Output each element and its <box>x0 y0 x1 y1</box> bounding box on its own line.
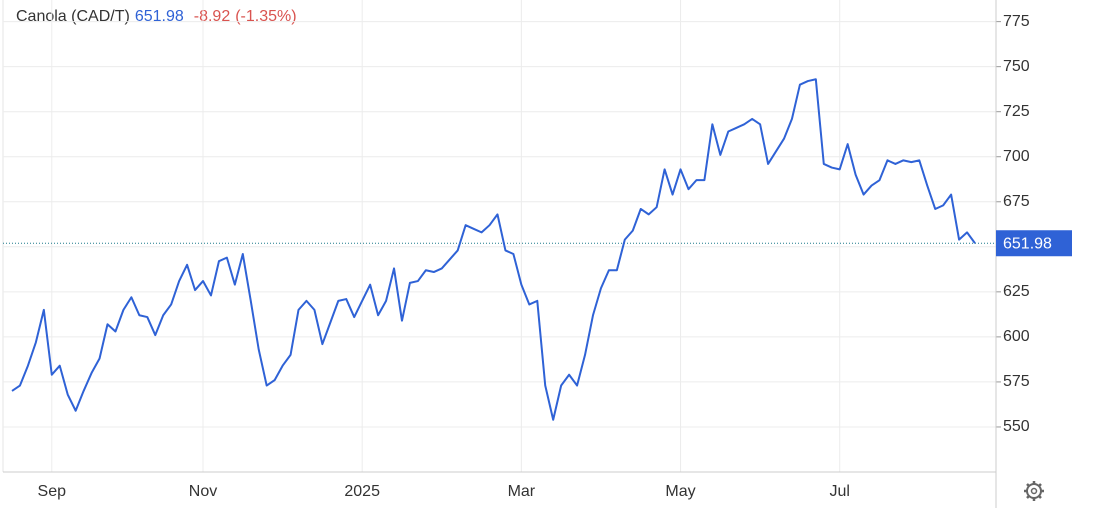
y-tick-label: 725 <box>1003 103 1030 120</box>
last-price: 651.98 <box>135 8 184 25</box>
last-price-label: 651.98 <box>1003 235 1052 252</box>
y-tick-label: 550 <box>1003 418 1030 435</box>
x-tick-label: Mar <box>508 483 536 500</box>
y-tick-label: 700 <box>1003 148 1030 165</box>
y-tick-label: 625 <box>1003 283 1030 300</box>
x-tick-label: Nov <box>189 483 217 500</box>
x-tick-label: Jul <box>829 483 849 500</box>
chart-title: Canola (CAD/T) <box>16 8 130 25</box>
last-price-box <box>996 230 1072 257</box>
x-tick-label: Sep <box>38 483 67 500</box>
price-line <box>11 78 976 421</box>
y-tick-label: 600 <box>1003 328 1030 345</box>
settings-icon[interactable] <box>1024 481 1044 501</box>
x-tick-label: 2025 <box>344 483 380 500</box>
y-tick-label: 775 <box>1003 13 1030 30</box>
grid <box>2 0 996 472</box>
y-tick-label: 750 <box>1003 58 1030 75</box>
gear-hub <box>1030 487 1038 495</box>
y-tick-label: 675 <box>1003 193 1030 210</box>
price-change-pct: (-1.35%) <box>235 8 296 25</box>
price-change: -8.92 <box>194 8 231 25</box>
x-tick-label: May <box>665 483 695 500</box>
gear-teeth <box>1024 481 1044 501</box>
y-tick-label: 575 <box>1003 373 1030 390</box>
gear-ring <box>1026 483 1042 499</box>
